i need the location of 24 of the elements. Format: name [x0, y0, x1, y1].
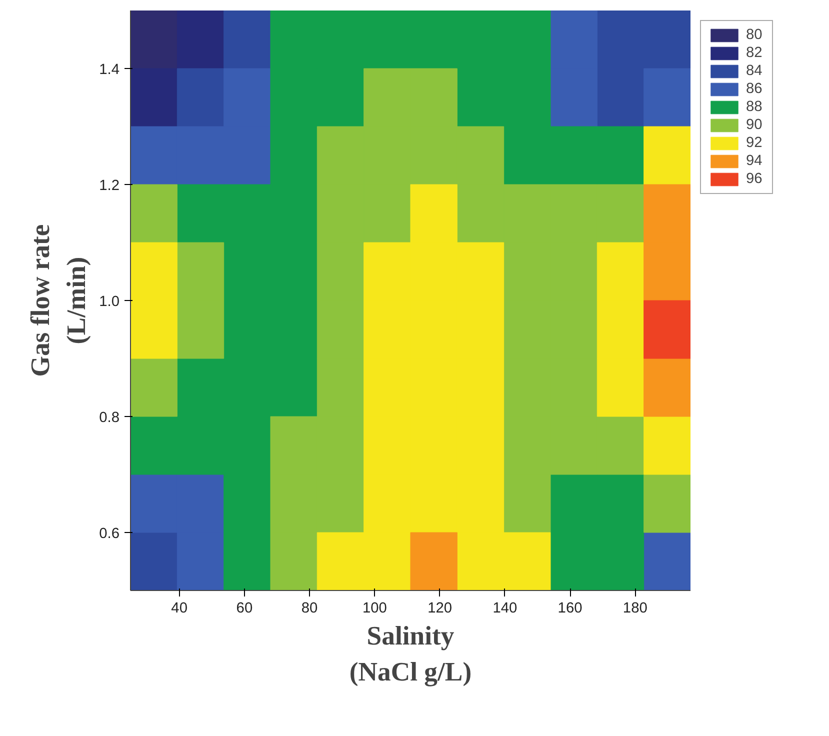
y-tick-label: 1.2 [99, 178, 120, 194]
x-tick-label: 100 [362, 600, 387, 616]
x-tick-label: 80 [301, 600, 318, 616]
y-tick-label: 0.6 [99, 526, 120, 542]
color-bar-label: 80 [746, 27, 764, 43]
x-tick-label: 120 [428, 600, 452, 616]
x-tick-label: 180 [622, 600, 648, 616]
x-tick-label: 140 [492, 600, 518, 616]
color-bar-label: 86 [746, 81, 764, 97]
color-bar-label: 96 [746, 171, 764, 187]
x-tick-label: 40 [171, 600, 188, 616]
x-tick-label: 160 [558, 600, 582, 616]
color-bar-label: 90 [746, 117, 764, 133]
color-bar-label: 82 [746, 45, 764, 61]
color-bar-label: 84 [746, 63, 764, 79]
color-bar-label: 94 [746, 153, 764, 169]
y-axis-title: Gas flow rate (L/min) [25, 224, 92, 377]
y-tick-label: 1.0 [99, 294, 120, 310]
y-tick-label: 1.4 [99, 62, 120, 78]
color-bar-label: 92 [746, 135, 764, 151]
x-axis-title: Salinity (NaCl g/L) [349, 620, 472, 686]
color-bar-label: 88 [746, 99, 764, 115]
y-tick-label: 0.8 [99, 410, 120, 426]
x-tick-label: 60 [236, 600, 253, 616]
